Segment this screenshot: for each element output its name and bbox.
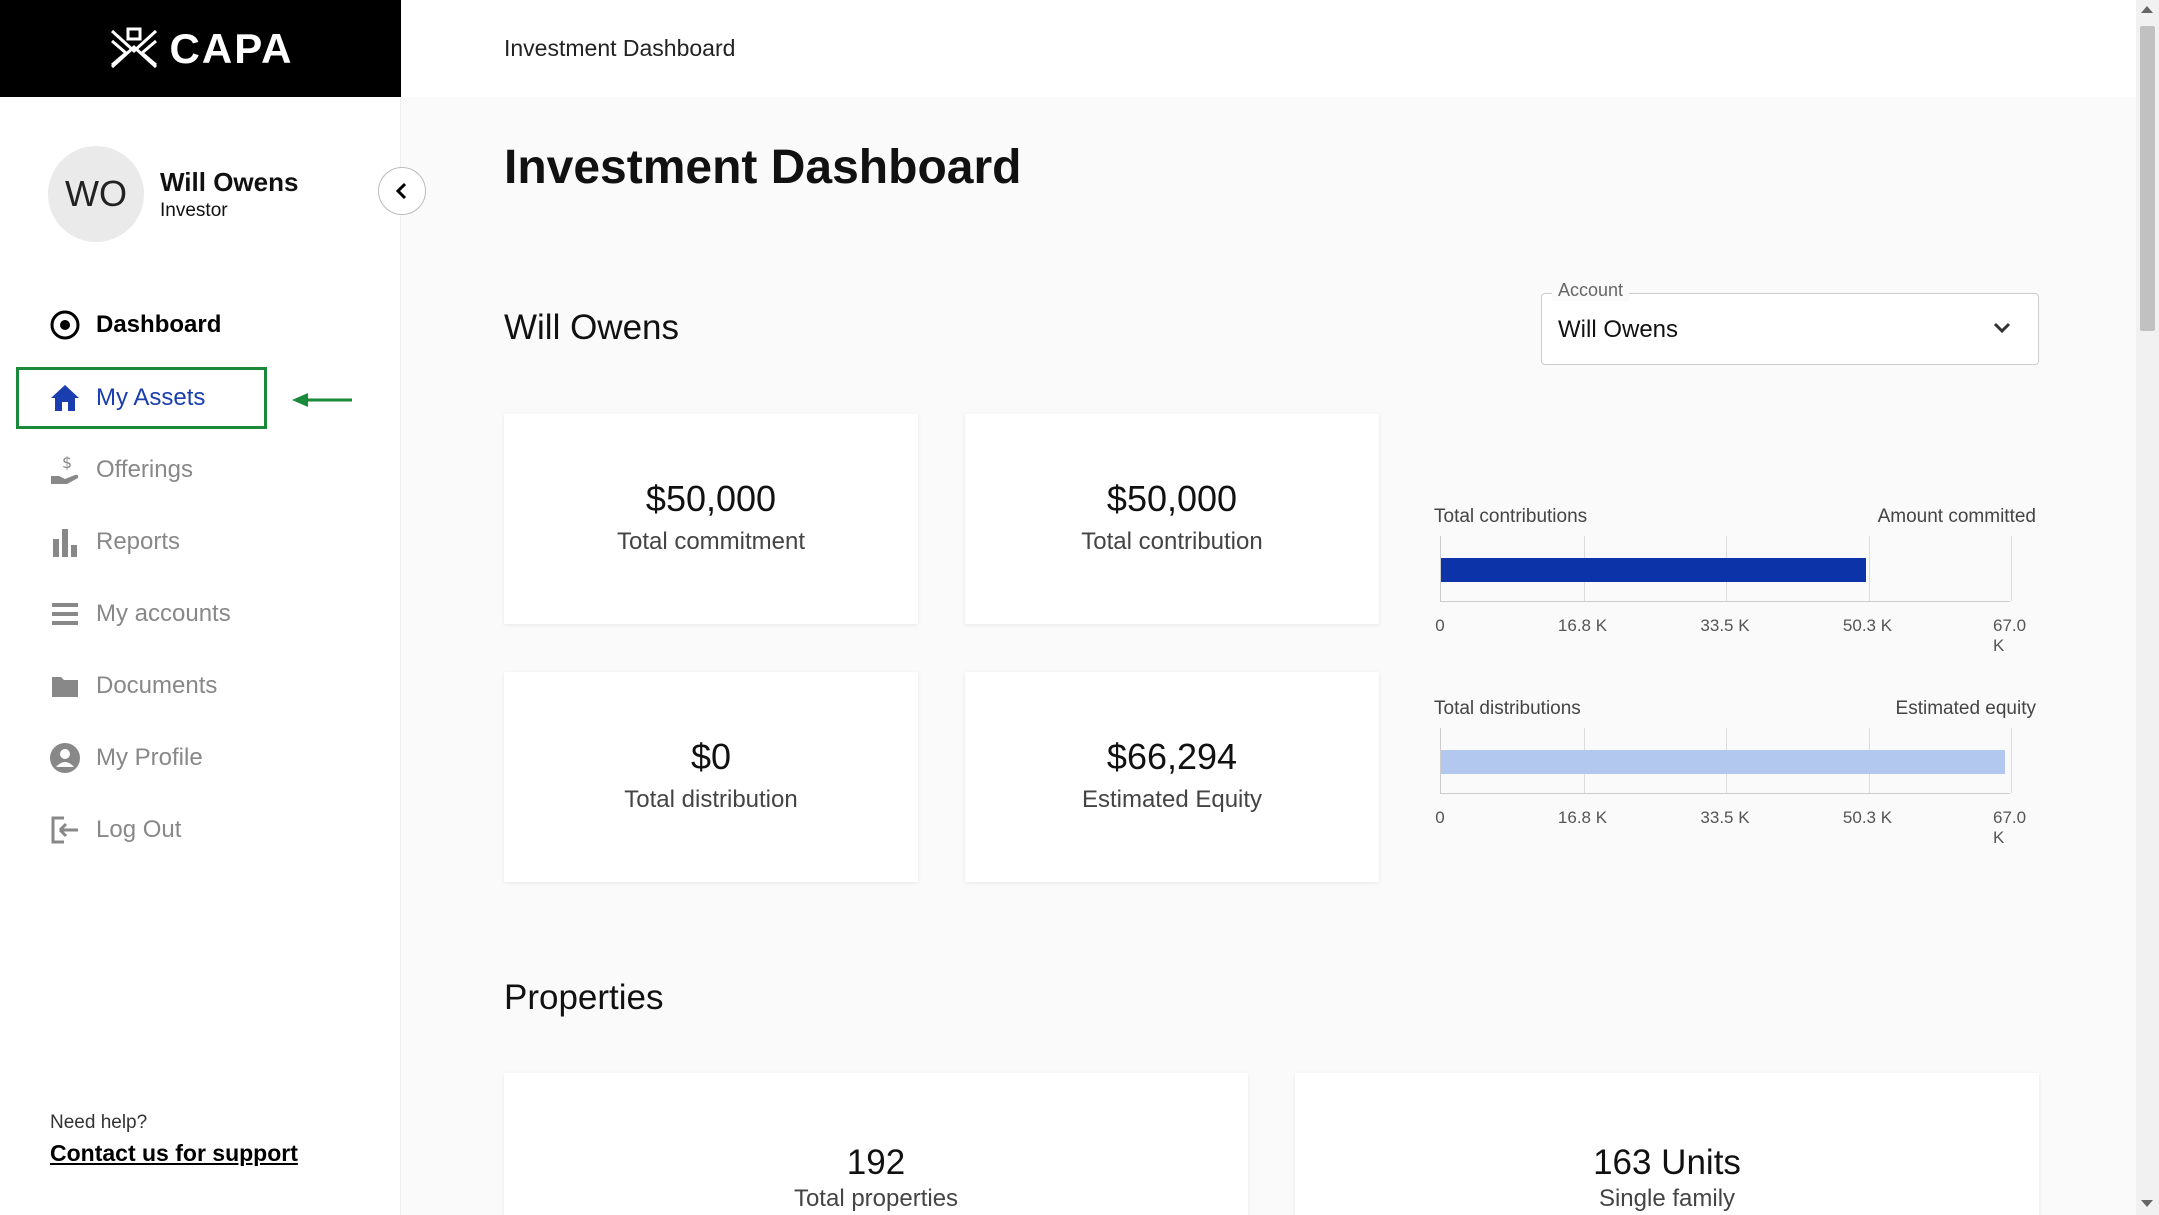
target-icon (48, 308, 82, 342)
contact-support-link[interactable]: Contact us for support (50, 1140, 298, 1166)
chart-tick-label: 33.5 K (1700, 616, 1750, 635)
chart-tick-label: 67.0 K (1993, 616, 2027, 655)
account-select-label: Account (1552, 280, 1630, 301)
chart-tick-label: 33.5 K (1700, 808, 1750, 827)
account-select-value: Will Owens (1558, 316, 1679, 343)
chart-tick-label: 0 (1435, 808, 1445, 827)
properties-heading: Properties (504, 978, 664, 1017)
chart-tick-label: 0 (1435, 616, 1445, 635)
chart-plot-area (1440, 728, 2012, 794)
nav-item-my-accounts[interactable]: My accounts (48, 594, 231, 634)
arrow-left-icon (292, 393, 352, 407)
property-card-single-family: 163 Units Single family (1295, 1073, 2039, 1215)
chart-left-label: Total contributions (1434, 506, 1588, 527)
list-icon (48, 597, 82, 631)
nav-item-log-out[interactable]: Log Out (48, 810, 181, 850)
nav-item-label: Documents (96, 672, 218, 699)
chart-right-label: Amount committed (1877, 506, 2036, 527)
chevron-left-icon (395, 182, 407, 200)
top-bar: Investment Dashboard (402, 0, 2136, 97)
chart-tick-label: 16.8 K (1557, 808, 1608, 827)
collapse-sidebar-button[interactable] (378, 167, 426, 215)
nav-item-label: Dashboard (96, 311, 222, 338)
property-label: Total properties (793, 1185, 959, 1212)
brand-name: CAPA (169, 24, 294, 72)
chart-gridline (2011, 536, 2012, 601)
chart-gridline (1868, 536, 1870, 601)
chart-right-label: Estimated equity (1895, 698, 2036, 719)
user-role: Investor (160, 199, 228, 221)
nav-item-label: My Assets (96, 384, 206, 411)
chart-bar (1441, 750, 2005, 774)
property-value: 192 (846, 1143, 906, 1182)
chart-plot-area (1440, 536, 2012, 602)
stat-card-total-commitment: $50,000 Total commitment (504, 414, 918, 624)
nav-item-label: My Profile (96, 744, 203, 771)
account-select[interactable]: Account Will Owens (1541, 280, 2039, 365)
logout-icon (48, 813, 82, 847)
nav-item-dashboard[interactable]: Dashboard (48, 305, 221, 345)
chart-tick-label: 67.0 K (1993, 808, 2027, 847)
hand-dollar-icon: $ (48, 453, 82, 487)
chart-bar (1441, 558, 1867, 582)
contributions-bar-chart: Total contributions Amount committed 0 16… (1434, 506, 2044, 655)
page-title: Investment Dashboard (504, 141, 1022, 194)
nav-item-my-profile[interactable]: My Profile (48, 738, 203, 778)
scroll-down-icon[interactable] (2141, 1200, 2153, 1207)
stat-card-total-distribution: $0 Total distribution (504, 672, 918, 882)
chart-tick-label: 50.3 K (1842, 808, 1893, 827)
user-profile: WO Will Owens Investor (48, 146, 298, 242)
help-section: Need help? Contact us for support (50, 1112, 298, 1167)
vertical-scrollbar[interactable] (2136, 0, 2159, 1215)
folder-icon (48, 669, 82, 703)
stat-card-total-contribution: $50,000 Total contribution (965, 414, 1379, 624)
scrollbar-thumb[interactable] (2140, 26, 2155, 331)
stat-label: Total distribution (624, 786, 798, 813)
property-label: Single family (1598, 1185, 1736, 1212)
nav-item-label: My accounts (96, 600, 231, 627)
avatar: WO (48, 146, 144, 242)
user-circle-icon (48, 741, 82, 775)
account-heading: Will Owens (504, 308, 680, 347)
stat-label: Total commitment (616, 528, 806, 555)
nav-item-label: Log Out (96, 816, 182, 843)
nav-item-label: Reports (96, 528, 181, 555)
chart-tick-label: 16.8 K (1557, 616, 1608, 635)
stat-label: Estimated Equity (1081, 786, 1263, 813)
chevron-down-icon (1993, 322, 2011, 334)
chart-left-label: Total distributions (1434, 698, 1581, 719)
user-name: Will Owens (160, 166, 299, 197)
home-icon (48, 381, 82, 415)
svg-text:$: $ (62, 454, 72, 472)
bar-chart-icon (48, 525, 82, 559)
chart-gridline (2011, 728, 2012, 793)
logo-bar[interactable]: CAPA (0, 0, 401, 97)
stat-value: $50,000 (1106, 478, 1238, 519)
nav-item-reports[interactable]: Reports (48, 522, 180, 562)
nav-item-label: Offerings (96, 456, 193, 483)
nav-item-documents[interactable]: Documents (48, 666, 217, 706)
property-card-total: 192 Total properties (504, 1073, 1248, 1215)
stat-value: $0 (690, 736, 732, 777)
topbar-title: Investment Dashboard (504, 35, 736, 61)
sidebar: CAPA WO Will Owens Investor Dashboard My… (0, 0, 401, 1215)
stat-value: $66,294 (1106, 736, 1238, 777)
assets-highlight-box (16, 367, 267, 429)
stat-label: Total contribution (1081, 528, 1263, 555)
property-value: 163 Units (1593, 1143, 1741, 1182)
capa-logo-icon (110, 27, 157, 68)
nav-item-offerings[interactable]: $ Offerings (48, 450, 193, 490)
stat-value: $50,000 (645, 478, 777, 519)
stat-card-estimated-equity: $66,294 Estimated Equity (965, 672, 1379, 882)
chart-tick-label: 50.3 K (1842, 616, 1893, 635)
distributions-bar-chart: Total distributions Estimated equity 0 16… (1434, 698, 2044, 847)
scroll-up-icon[interactable] (2141, 6, 2153, 13)
help-label: Need help? (50, 1112, 148, 1133)
nav-item-my-assets[interactable]: My Assets (48, 378, 205, 418)
